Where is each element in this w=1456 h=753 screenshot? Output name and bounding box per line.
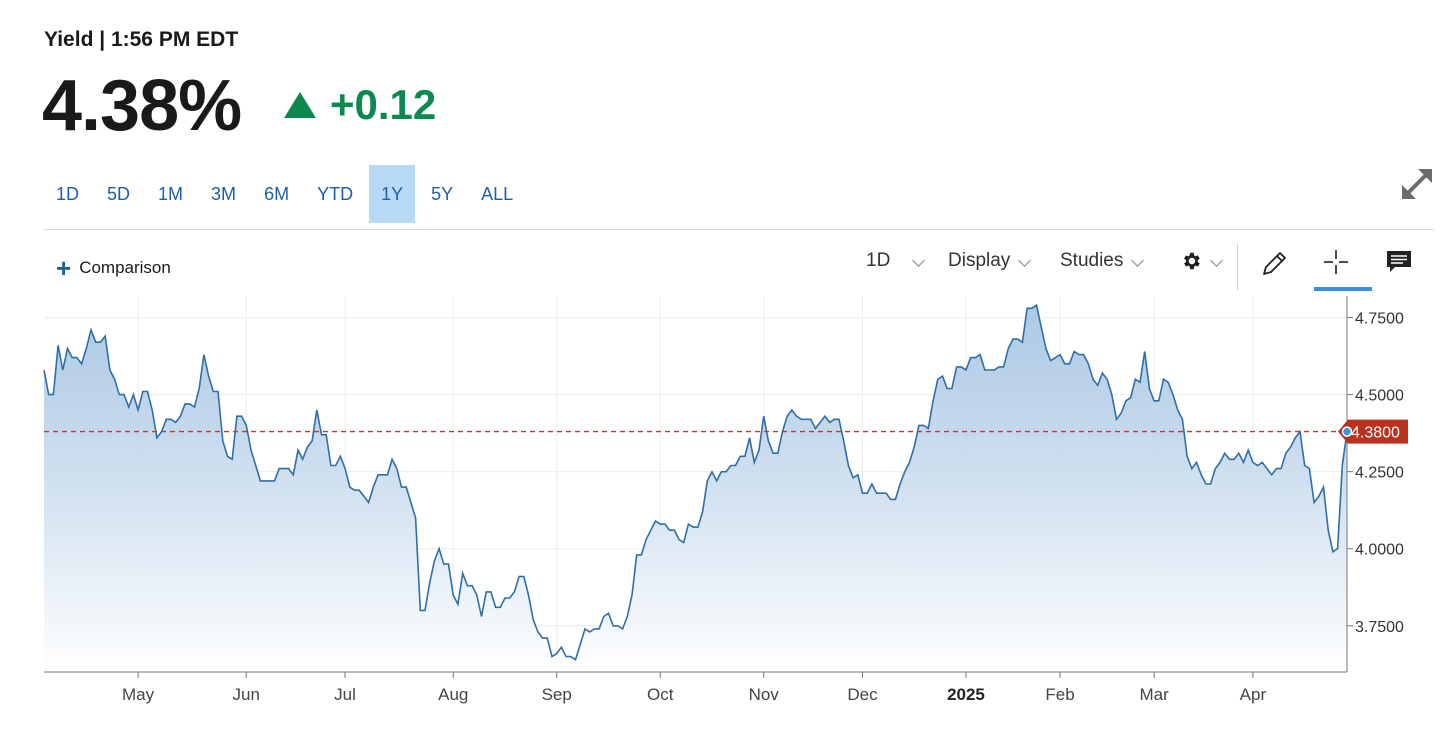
settings-dropdown[interactable] xyxy=(1180,250,1223,272)
comment-icon[interactable] xyxy=(1385,249,1413,275)
pencil-icon[interactable] xyxy=(1260,248,1290,278)
x-tick-label: Jun xyxy=(233,685,260,704)
x-tick-label: Dec xyxy=(847,685,878,704)
expand-icon[interactable] xyxy=(1398,165,1436,203)
studies-label: Studies xyxy=(1060,250,1124,271)
x-tick-label: Jul xyxy=(334,685,356,704)
current-yield: 4.38% xyxy=(42,66,242,146)
y-tick-label: 4.5000 xyxy=(1355,388,1404,405)
range-ytd[interactable]: YTD xyxy=(317,184,354,204)
y-tick-label: 4.0000 xyxy=(1355,542,1404,559)
x-tick-label: Nov xyxy=(749,685,780,704)
plus-icon: + xyxy=(56,253,72,283)
chevron-down-icon xyxy=(1131,253,1145,267)
current-price-tag: 4.3800 xyxy=(1338,419,1408,444)
change-value: +0.12 xyxy=(330,81,437,128)
range-all[interactable]: ALL xyxy=(481,184,514,204)
chevron-down-icon xyxy=(1018,253,1032,267)
x-tick-label: May xyxy=(122,685,155,704)
range-selector: 1D 5D 1M 3M 6M YTD 1Y 5Y ALL xyxy=(44,165,529,223)
area-fill xyxy=(44,305,1347,672)
range-6m[interactable]: 6M xyxy=(264,184,290,204)
range-5d[interactable]: 5D xyxy=(107,184,131,204)
x-tick-label: Mar xyxy=(1139,685,1169,704)
x-tick-label: Aug xyxy=(438,685,468,704)
x-tick-label: Sep xyxy=(542,685,572,704)
interval-label: 1D xyxy=(866,250,891,271)
toolbar-separator xyxy=(1237,244,1238,290)
chevron-down-icon xyxy=(912,253,926,267)
gear-icon xyxy=(1184,252,1200,270)
yield-change: +0.12 xyxy=(284,82,436,128)
range-1y[interactable]: 1Y xyxy=(369,165,416,223)
yield-chart: 4.7500 4.5000 4.2500 4.0000 3.7500 May Jun Jul… xyxy=(43,296,1408,704)
crosshair-icon[interactable] xyxy=(1322,248,1350,276)
studies-dropdown[interactable]: Studies xyxy=(1060,250,1145,272)
y-tick-label: 4.2500 xyxy=(1355,465,1404,482)
x-tick-label: Apr xyxy=(1240,685,1267,704)
interval-dropdown[interactable]: 1D xyxy=(866,250,926,272)
display-label: Display xyxy=(948,250,1011,271)
current-point xyxy=(1341,426,1353,437)
chevron-down-icon xyxy=(1210,253,1223,267)
x-tick-label: 2025 xyxy=(947,685,985,704)
range-1m[interactable]: 1M xyxy=(158,184,184,204)
range-5y[interactable]: 5Y xyxy=(431,184,454,204)
range-3m[interactable]: 3M xyxy=(211,184,237,204)
crosshair-active-indicator xyxy=(1314,287,1372,291)
yield-series-line xyxy=(43,303,1348,661)
up-triangle-icon xyxy=(284,92,316,118)
price-tag-shape xyxy=(1338,419,1408,444)
y-tick-label: 4.7500 xyxy=(1355,311,1404,328)
display-dropdown[interactable]: Display xyxy=(948,250,1032,272)
comparison-button[interactable]: + Comparison xyxy=(56,255,171,281)
range-1d[interactable]: 1D xyxy=(56,184,80,204)
y-tick-label: 3.7500 xyxy=(1355,619,1404,636)
current-price-label: 4.3800 xyxy=(1351,425,1400,442)
x-tick-label: Oct xyxy=(647,685,674,704)
yield-title: Yield | 1:56 PM EDT xyxy=(44,28,239,51)
x-tick-label: Feb xyxy=(1045,685,1074,704)
comparison-label: Comparison xyxy=(79,258,171,277)
header-divider xyxy=(44,229,1434,230)
